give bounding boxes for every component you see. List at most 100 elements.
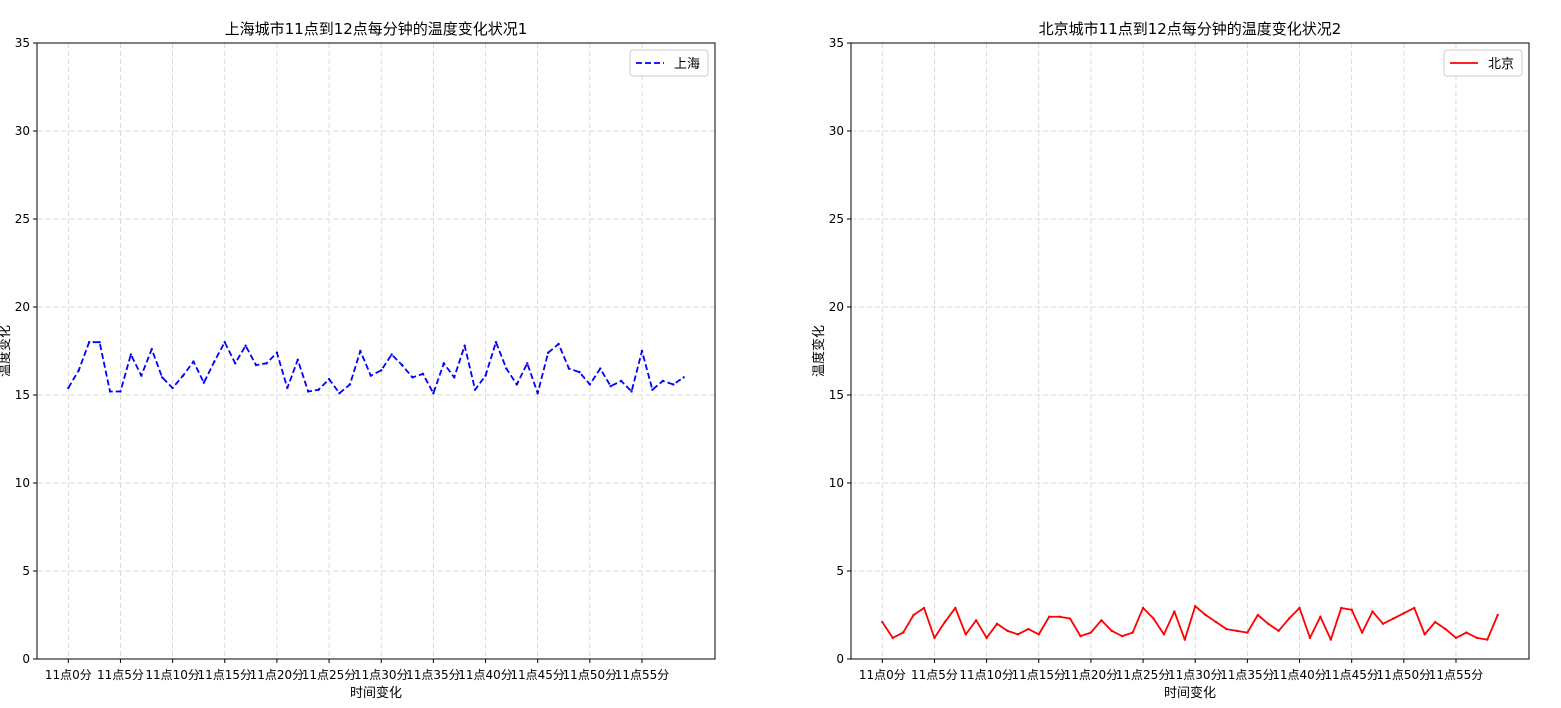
data-point bbox=[369, 374, 372, 377]
y-tick-label: 35 bbox=[15, 36, 30, 50]
axes-frame bbox=[850, 42, 1530, 660]
data-point bbox=[119, 390, 122, 393]
data-point bbox=[1047, 615, 1051, 618]
x-axis-label: 时间变化 bbox=[1164, 685, 1216, 701]
data-point bbox=[98, 341, 101, 344]
data-point bbox=[1381, 622, 1385, 625]
data-point bbox=[286, 386, 289, 390]
x-tick-label: 11点50分 bbox=[1377, 668, 1432, 682]
data-point bbox=[1183, 638, 1186, 641]
x-tick-label: 11点5分 bbox=[97, 668, 144, 682]
data-point bbox=[651, 388, 654, 391]
axes-frame bbox=[36, 42, 716, 660]
series-line-0 bbox=[881, 605, 1499, 641]
data-point bbox=[1350, 608, 1353, 611]
data-point bbox=[348, 383, 352, 386]
data-point bbox=[1392, 617, 1395, 620]
y-tick-label: 10 bbox=[15, 476, 30, 490]
data-point bbox=[912, 613, 915, 617]
data-point bbox=[964, 633, 967, 636]
data-point bbox=[557, 342, 560, 346]
data-point bbox=[526, 362, 529, 365]
data-point bbox=[380, 369, 383, 372]
x-tick-label: 11点10分 bbox=[959, 668, 1014, 682]
data-point bbox=[661, 379, 665, 383]
data-point bbox=[307, 390, 310, 393]
data-point bbox=[390, 353, 393, 356]
x-tick-label: 11点35分 bbox=[1220, 668, 1275, 682]
x-tick-label: 11点55分 bbox=[1429, 668, 1484, 682]
y-tick-label: 5 bbox=[836, 564, 844, 578]
data-point bbox=[171, 386, 174, 390]
x-tick-label: 11点30分 bbox=[354, 668, 409, 682]
y-tick-label: 20 bbox=[15, 300, 30, 314]
data-point bbox=[1402, 612, 1406, 615]
data-point bbox=[484, 374, 487, 377]
legend-label: 北京 bbox=[1488, 57, 1514, 72]
data-point bbox=[974, 619, 978, 622]
data-point bbox=[160, 376, 164, 379]
data-point bbox=[67, 386, 70, 390]
y-tick-label: 20 bbox=[829, 300, 844, 314]
data-point bbox=[453, 376, 456, 379]
data-point bbox=[140, 374, 143, 377]
data-point bbox=[1068, 617, 1072, 620]
x-tick-label: 11点55分 bbox=[615, 668, 670, 682]
data-point bbox=[922, 606, 926, 610]
x-axis-label: 时间变化 bbox=[350, 685, 402, 701]
y-tick-label: 15 bbox=[829, 388, 844, 402]
y-tick-label: 0 bbox=[836, 652, 844, 666]
data-point bbox=[1214, 620, 1218, 624]
x-tick-label: 11点40分 bbox=[1272, 668, 1327, 682]
data-point bbox=[265, 362, 268, 365]
data-point bbox=[1319, 615, 1322, 618]
legend-box bbox=[1443, 49, 1523, 77]
x-tick-label: 11点15分 bbox=[197, 668, 252, 682]
data-point bbox=[275, 351, 279, 354]
legend-label: 上海 bbox=[674, 57, 700, 72]
y-tick-label: 30 bbox=[829, 124, 844, 138]
data-point bbox=[1475, 636, 1479, 640]
data-point bbox=[1058, 615, 1061, 618]
data-point bbox=[1454, 636, 1458, 640]
data-point bbox=[442, 362, 445, 365]
data-point bbox=[1235, 629, 1239, 633]
y-tick-label: 15 bbox=[15, 388, 30, 402]
data-point bbox=[181, 374, 185, 377]
data-point bbox=[213, 360, 216, 363]
data-point bbox=[432, 392, 435, 395]
data-point bbox=[223, 341, 226, 344]
data-point bbox=[254, 363, 258, 367]
x-tick-label: 11点5分 bbox=[911, 668, 958, 682]
data-point bbox=[1131, 631, 1134, 634]
data-point bbox=[463, 344, 466, 347]
data-point bbox=[421, 372, 425, 376]
data-point bbox=[505, 367, 508, 370]
data-point bbox=[327, 377, 331, 381]
data-point bbox=[1141, 606, 1145, 610]
data-point bbox=[1194, 605, 1197, 608]
data-point bbox=[108, 390, 112, 393]
data-point bbox=[1037, 633, 1040, 636]
data-point bbox=[1152, 617, 1155, 620]
data-point bbox=[1465, 631, 1468, 634]
data-point bbox=[150, 348, 153, 351]
data-point bbox=[881, 620, 884, 624]
data-point bbox=[1089, 631, 1093, 634]
x-tick-label: 11点45分 bbox=[1324, 668, 1379, 682]
x-tick-label: 11点0分 bbox=[45, 668, 92, 682]
data-point bbox=[129, 353, 133, 356]
y-tick-label: 35 bbox=[829, 36, 844, 50]
x-tick-label: 11点20分 bbox=[1064, 668, 1119, 682]
x-tick-label: 11点35分 bbox=[406, 668, 461, 682]
y-axis-label: 温度变化 bbox=[0, 325, 13, 377]
data-point bbox=[296, 358, 299, 361]
data-point bbox=[1162, 633, 1166, 636]
data-point bbox=[202, 381, 206, 384]
data-point bbox=[599, 367, 602, 370]
y-tick-label: 5 bbox=[22, 564, 30, 578]
x-tick-label: 11点40分 bbox=[458, 668, 513, 682]
data-point bbox=[1340, 606, 1343, 610]
data-point bbox=[588, 383, 592, 386]
